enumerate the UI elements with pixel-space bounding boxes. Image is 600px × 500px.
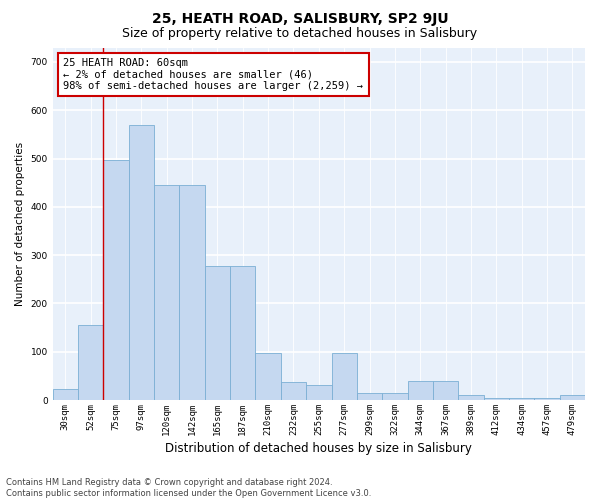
Text: 25, HEATH ROAD, SALISBURY, SP2 9JU: 25, HEATH ROAD, SALISBURY, SP2 9JU: [152, 12, 448, 26]
Bar: [357, 393, 382, 400]
Bar: [78, 325, 103, 400]
Bar: [230, 266, 256, 400]
Bar: [306, 384, 332, 400]
Bar: [281, 382, 306, 400]
Bar: [382, 393, 407, 400]
Bar: [407, 380, 433, 400]
Text: 25 HEATH ROAD: 60sqm
← 2% of detached houses are smaller (46)
98% of semi-detach: 25 HEATH ROAD: 60sqm ← 2% of detached ho…: [64, 58, 364, 92]
Bar: [256, 352, 281, 400]
Bar: [103, 160, 129, 400]
Text: Contains HM Land Registry data © Crown copyright and database right 2024.
Contai: Contains HM Land Registry data © Crown c…: [6, 478, 371, 498]
Bar: [53, 390, 78, 400]
Bar: [205, 266, 230, 400]
Y-axis label: Number of detached properties: Number of detached properties: [15, 142, 25, 306]
Bar: [332, 352, 357, 400]
Bar: [433, 380, 458, 400]
Bar: [509, 398, 535, 400]
Text: Size of property relative to detached houses in Salisbury: Size of property relative to detached ho…: [122, 28, 478, 40]
Bar: [458, 395, 484, 400]
Bar: [484, 398, 509, 400]
Bar: [179, 185, 205, 400]
X-axis label: Distribution of detached houses by size in Salisbury: Distribution of detached houses by size …: [166, 442, 472, 455]
Bar: [560, 395, 585, 400]
Bar: [129, 125, 154, 400]
Bar: [154, 185, 179, 400]
Bar: [535, 398, 560, 400]
